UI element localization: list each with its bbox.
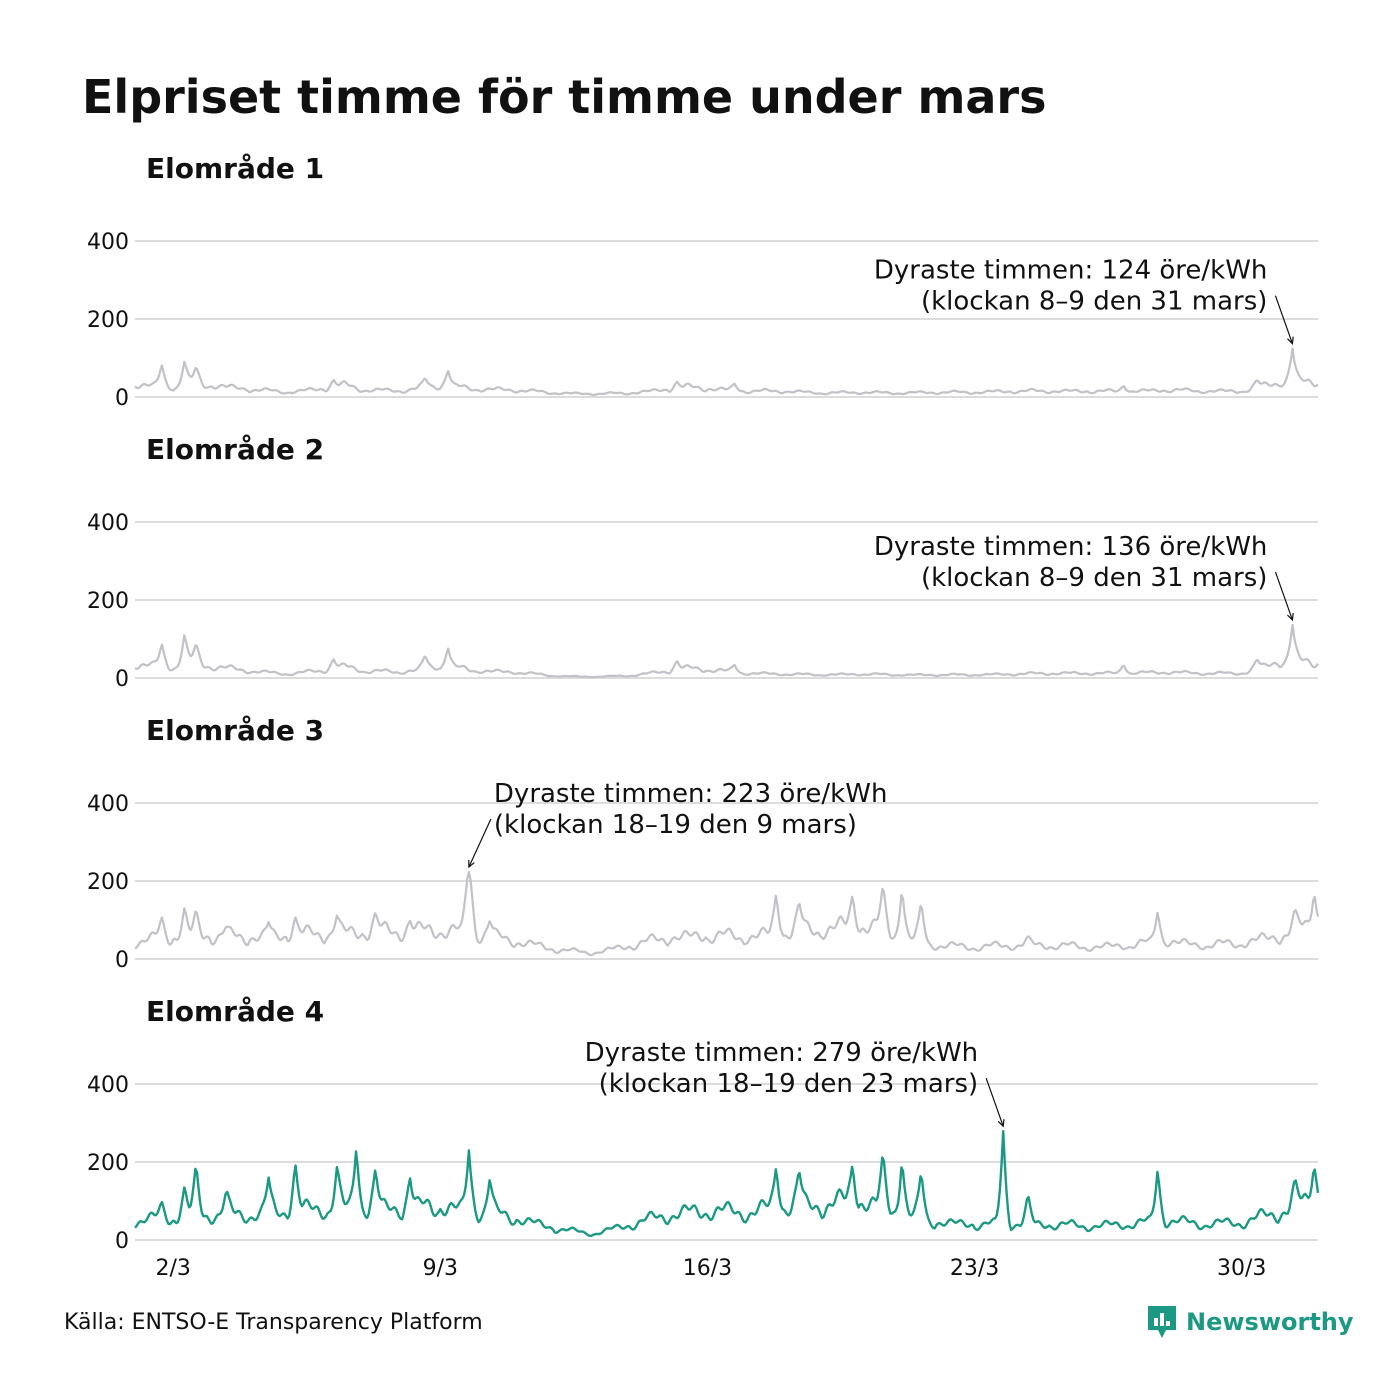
y-tick-label-0: 0 [115, 1229, 129, 1254]
brand: Newsworthy [1146, 1304, 1354, 1340]
y-tick-label-200: 200 [87, 870, 129, 895]
y-tick-label-200: 200 [87, 1151, 129, 1176]
y-tick-label-0: 0 [115, 948, 129, 973]
chart-title: Elpriset timme för timme under mars [82, 70, 1047, 124]
series-line-1 [134, 347, 1319, 397]
x-tick-label-30: 30/3 [1217, 1256, 1266, 1281]
panel-title-2: Elområde 2 [146, 433, 324, 466]
annotation-arrowhead-4 [997, 1119, 1005, 1128]
y-tick-label-200: 200 [87, 308, 129, 333]
annotation-leader-3 [468, 818, 492, 868]
annotation-leader-2 [1274, 571, 1293, 621]
annotation-line-2-3: (klockan 18–19 den 9 mars) [494, 810, 857, 840]
source-note: Källa: ENTSO-E Transparency Platform [64, 1310, 483, 1335]
series-line-4 [134, 1130, 1320, 1238]
x-tick-label-9: 9/3 [423, 1256, 458, 1281]
annotation-line-1-3: Dyraste timmen: 223 öre/kWh [494, 779, 888, 809]
annotation-leader-1 [1274, 295, 1293, 344]
y-tick-label-200: 200 [87, 589, 129, 614]
y-tick-label-0: 0 [115, 386, 129, 411]
x-tick-label-2: 2/3 [155, 1256, 190, 1281]
panel-title-3: Elområde 3 [146, 714, 324, 747]
annotation-leader-4 [985, 1077, 1004, 1127]
series-line-3 [134, 870, 1320, 957]
annotation-line-1-1: Dyraste timmen: 124 öre/kWh [874, 256, 1268, 286]
annotation-arrowhead-3 [468, 860, 475, 869]
newsworthy-logo-icon [1148, 1306, 1176, 1338]
y-tick-label-400: 400 [87, 792, 129, 817]
annotation-line-1-4: Dyraste timmen: 279 öre/kWh [585, 1038, 979, 1068]
annotation-arrowhead-1 [1287, 336, 1294, 345]
brand-name: Newsworthy [1186, 1308, 1354, 1336]
x-tick-label-16: 16/3 [683, 1256, 732, 1281]
annotation-arrowhead-2 [1287, 612, 1294, 622]
panel-title-4: Elområde 4 [146, 995, 324, 1028]
annotation-line-2-2: (klockan 8–9 den 31 mars) [921, 563, 1267, 593]
annotation-line-2-4: (klockan 18–19 den 23 mars) [599, 1069, 979, 1099]
y-tick-label-400: 400 [87, 230, 129, 255]
series-line-2 [134, 623, 1319, 679]
chart-area: Elområde 1 0 200 400 Dyraste timmen: 124 öre… [87, 152, 1320, 1281]
annotation-line-1-2: Dyraste timmen: 136 öre/kWh [874, 532, 1268, 562]
panel-title-1: Elområde 1 [146, 152, 324, 185]
x-tick-label-23: 23/3 [950, 1256, 999, 1281]
y-tick-label-0: 0 [115, 667, 129, 692]
y-tick-label-400: 400 [87, 1073, 129, 1098]
annotation-line-2-1: (klockan 8–9 den 31 mars) [921, 287, 1267, 317]
y-tick-label-400: 400 [87, 511, 129, 536]
